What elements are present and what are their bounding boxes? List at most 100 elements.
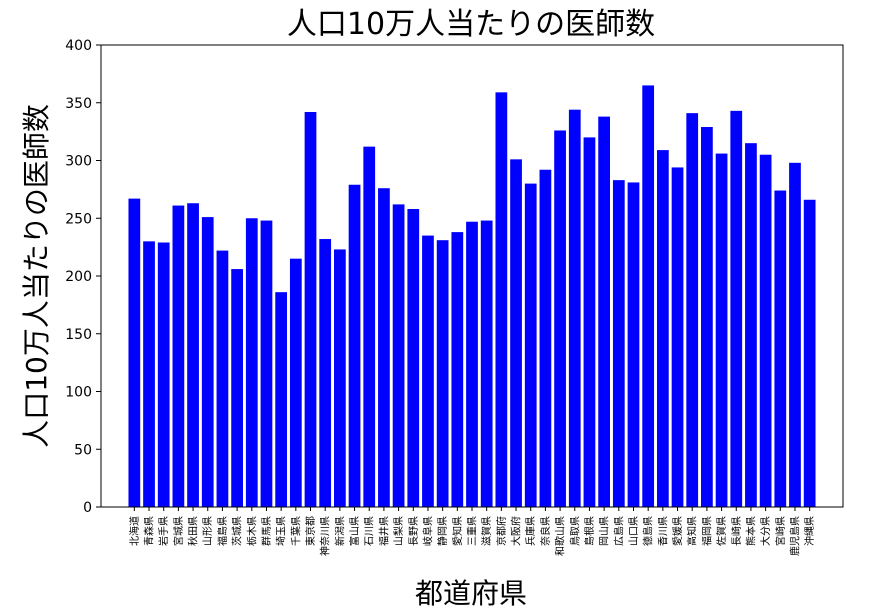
x-tick-label: 香川県	[657, 516, 669, 546]
x-tick-label: 山口県	[628, 516, 640, 546]
x-tick-label: 長崎県	[730, 516, 743, 546]
x-tick-label: 岐阜県	[421, 516, 434, 546]
x-tick-label: 大分県	[759, 516, 772, 546]
y-tick-label: 300	[65, 154, 92, 170]
bar	[554, 130, 566, 507]
bar	[275, 292, 288, 507]
bar	[143, 241, 155, 507]
y-tick-label: 350	[65, 96, 92, 112]
bar	[656, 150, 669, 508]
x-tick-label: 高知県	[686, 516, 699, 546]
x-tick-label: 富山県	[348, 516, 361, 546]
x-tick-label: 福岡県	[700, 516, 713, 546]
bar	[392, 204, 405, 507]
bar	[803, 199, 816, 507]
y-axis-label: 人口10万人当たりの医師数	[20, 104, 53, 448]
x-tick-label: 岡山県	[599, 516, 611, 546]
bar	[216, 250, 229, 507]
x-tick-label: 長野県	[408, 516, 420, 546]
bar	[260, 220, 273, 507]
bar	[378, 188, 390, 507]
bar	[157, 242, 170, 507]
bars-group	[128, 85, 816, 508]
bar	[627, 182, 640, 507]
x-tick-label: 愛知県	[451, 516, 464, 546]
x-tick-label: 新潟県	[333, 516, 346, 546]
bar	[568, 109, 581, 508]
bar	[686, 113, 699, 508]
x-tick-label: 北海道	[128, 516, 141, 546]
bar	[671, 167, 684, 507]
x-tick-label: 兵庫県	[524, 516, 537, 546]
chart-title: 人口10万人当たりの医師数	[287, 7, 655, 42]
bar	[612, 180, 625, 507]
x-tick-label: 青森県	[143, 516, 156, 546]
bar	[510, 159, 522, 507]
x-tick-label: 大阪府	[510, 516, 523, 546]
y-tick-label: 250	[65, 211, 92, 227]
bar	[128, 198, 141, 508]
bar	[466, 221, 478, 507]
x-tick-label: 三重県	[466, 516, 479, 546]
bar	[642, 85, 655, 508]
x-tick-label: 東京都	[304, 516, 317, 546]
y-axis: 0 50 100 150 200 250 300 350 400	[65, 38, 101, 516]
x-tick-label: 茨城県	[231, 516, 244, 546]
x-axis-label: 都道府県	[415, 577, 527, 610]
x-tick-label: 千葉県	[289, 516, 302, 546]
bar	[187, 203, 199, 508]
x-axis: 北海道 青森県 岩手県 宮城県 秋田県 山形県 福島県 茨城県 栃木県 群馬県 埼玉県 千葉県 東京都神…	[128, 507, 816, 556]
x-tick-label: 岩手県	[157, 516, 170, 546]
y-tick-label: 50	[74, 442, 92, 458]
x-tick-label: 熊本県	[744, 516, 757, 546]
bar	[745, 143, 757, 508]
bar	[289, 258, 302, 507]
x-tick-label: 奈良県	[539, 516, 552, 546]
x-tick-label: 群馬県	[260, 516, 273, 546]
bar	[348, 184, 361, 507]
x-tick-label: 神奈川県	[319, 516, 332, 556]
bar	[201, 217, 214, 507]
y-tick-label: 150	[65, 327, 92, 343]
bar	[436, 240, 449, 507]
bar	[774, 190, 787, 507]
bar	[245, 218, 258, 507]
x-tick-label: 栃木県	[245, 516, 258, 546]
bar	[319, 239, 332, 508]
y-tick-label: 0	[83, 500, 92, 516]
bar	[524, 183, 537, 507]
bar	[539, 169, 552, 508]
x-tick-label: 秋田県	[187, 516, 200, 546]
bar	[451, 232, 464, 508]
x-tick-label: 愛媛県	[671, 516, 684, 546]
bar	[363, 146, 376, 507]
x-tick-label: 鳥取県	[568, 516, 581, 546]
y-tick-label: 200	[65, 269, 92, 285]
x-tick-label: 静岡県	[436, 516, 449, 546]
x-tick-label: 鹿児島県	[788, 516, 801, 556]
x-tick-label: 滋賀県	[480, 516, 493, 546]
bar	[583, 137, 596, 507]
bar	[172, 205, 185, 508]
x-tick-label: 福井県	[377, 516, 390, 546]
y-tick-label: 100	[65, 385, 92, 401]
x-tick-label: 福島県	[216, 516, 229, 546]
bar	[304, 111, 317, 508]
x-tick-label: 沖縄県	[803, 516, 816, 546]
bar	[730, 110, 743, 508]
x-tick-label: 徳島県	[642, 516, 655, 546]
bar	[334, 249, 346, 507]
bar	[407, 209, 420, 507]
bar	[231, 269, 243, 507]
bar	[598, 116, 610, 508]
bar	[480, 220, 493, 507]
x-tick-label: 宮城県	[172, 516, 185, 546]
bar	[715, 153, 728, 507]
bar	[789, 162, 801, 507]
x-tick-label: 山形県	[202, 516, 214, 546]
plot-area	[100, 44, 844, 508]
x-tick-label: 山梨県	[392, 516, 405, 546]
x-tick-label: 島根県	[583, 516, 596, 546]
x-tick-label: 京都府	[495, 516, 508, 546]
x-tick-label: 宮崎県	[774, 516, 787, 546]
